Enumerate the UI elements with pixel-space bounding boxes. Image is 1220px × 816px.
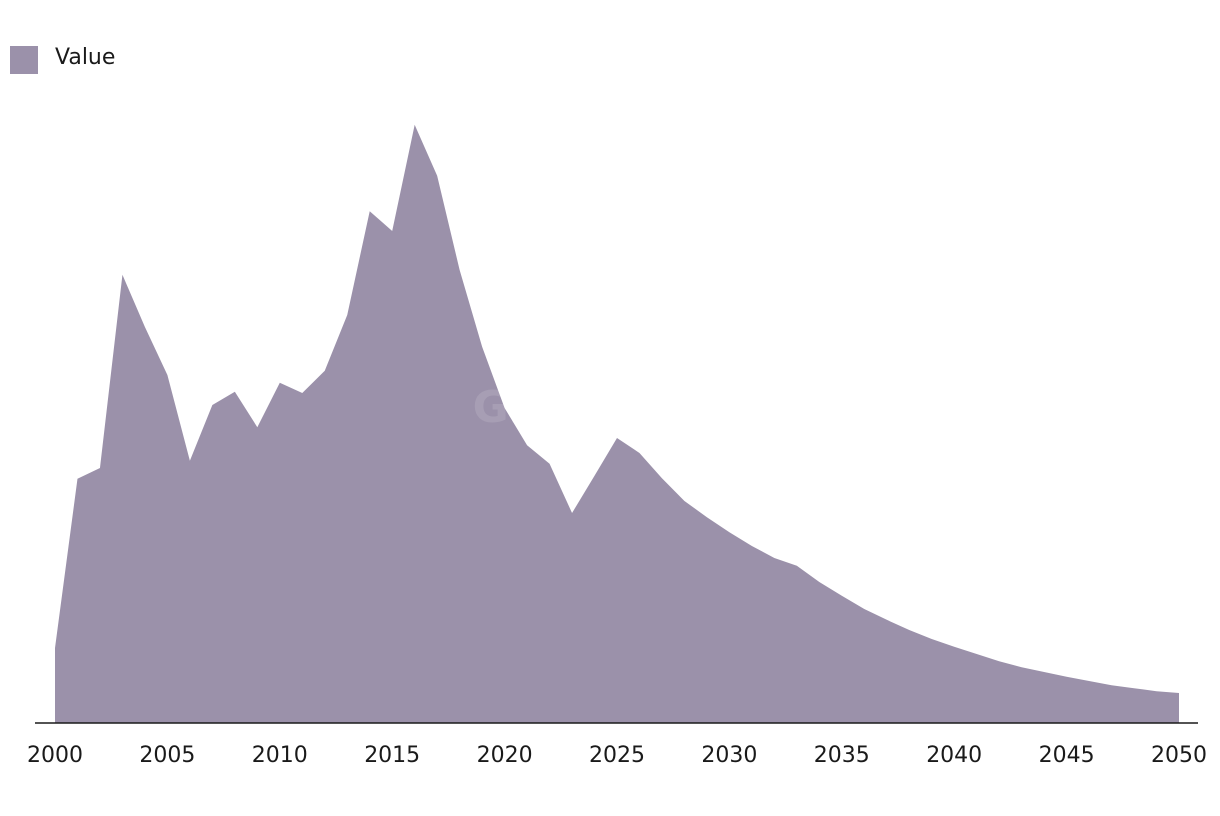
x-tick-label: 2005 xyxy=(139,743,195,768)
x-tick-label: 2015 xyxy=(364,743,420,768)
x-tick-label: 2010 xyxy=(252,743,308,768)
legend-swatch xyxy=(10,46,38,74)
x-tick-label: 2025 xyxy=(589,743,645,768)
watermark: GlobalData xyxy=(473,382,748,433)
x-tick-label: 2000 xyxy=(27,743,83,768)
area xyxy=(55,124,1179,724)
x-tick-label: 2035 xyxy=(814,743,870,768)
x-tick-label: 2050 xyxy=(1151,743,1207,768)
legend-label: Value xyxy=(55,45,115,70)
x-tick-label: 2040 xyxy=(926,743,982,768)
x-tick-label: 2020 xyxy=(477,743,533,768)
x-tick-label: 2045 xyxy=(1039,743,1095,768)
x-tick-label: 2030 xyxy=(701,743,757,768)
